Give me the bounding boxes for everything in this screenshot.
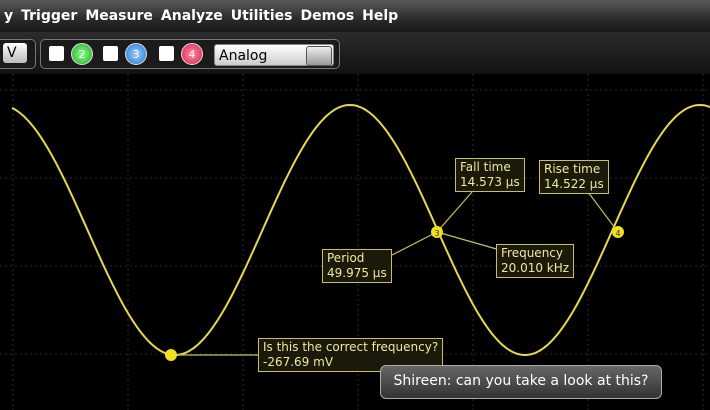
leader <box>391 231 438 256</box>
leader <box>436 231 501 251</box>
callout-label: Is this the correct frequency? <box>263 340 439 354</box>
menu-item[interactable]: Utilities <box>230 8 293 24</box>
channel-button[interactable]: 3 <box>125 43 147 65</box>
marker <box>612 226 624 238</box>
menu-item[interactable]: Help <box>362 8 399 24</box>
callout-value: 14.522 µs <box>544 177 604 191</box>
rise-time-callout: Rise time 14.522 µs <box>539 160 609 194</box>
leader <box>436 191 473 233</box>
callout-label: Period <box>327 251 365 265</box>
callout-value: 49.975 µs <box>327 266 387 280</box>
menu-item[interactable]: y <box>4 8 14 24</box>
channel-button[interactable]: 2 <box>71 43 93 65</box>
chat-bubble: Shireen: can you take a look at this? <box>380 365 662 399</box>
callout-label: Frequency <box>501 246 563 260</box>
period-callout: Period 49.975 µs <box>322 249 392 283</box>
callout-value: -267.69 mV <box>263 355 334 369</box>
checkbox[interactable] <box>103 46 118 61</box>
cursor-dot <box>165 349 177 361</box>
callout-value: 14.573 µs <box>460 175 520 189</box>
dropdown[interactable]: Analog <box>214 44 334 66</box>
left-group: V <box>0 39 36 69</box>
callout-label: Rise time <box>544 162 601 176</box>
channel-button[interactable]: 4 <box>181 43 203 65</box>
dropdown-arrow[interactable] <box>306 46 332 66</box>
checkbox[interactable] <box>49 46 64 61</box>
leaders <box>171 191 619 356</box>
menu-item[interactable]: Trigger <box>21 8 78 24</box>
menu-item[interactable]: Demos <box>300 8 355 24</box>
menu-bar: y Trigger Measure Analyze Utilities Demo… <box>0 0 710 32</box>
left-button[interactable]: V <box>3 43 27 63</box>
marker-label: 3 <box>434 229 439 238</box>
marker <box>431 226 443 238</box>
leader <box>587 191 619 233</box>
waveform <box>11 103 710 356</box>
fall-time-callout: Fall time 14.573 µs <box>455 158 525 192</box>
marker-label: 4 <box>615 229 620 238</box>
callout-label: Fall time <box>460 160 511 174</box>
menu-item[interactable]: Measure <box>85 8 153 24</box>
checkbox[interactable] <box>159 46 174 61</box>
menu-item[interactable]: Analyze <box>160 8 223 24</box>
frequency-callout: Frequency 20.010 kHz <box>496 244 575 278</box>
callout-value: 20.010 kHz <box>501 261 570 275</box>
